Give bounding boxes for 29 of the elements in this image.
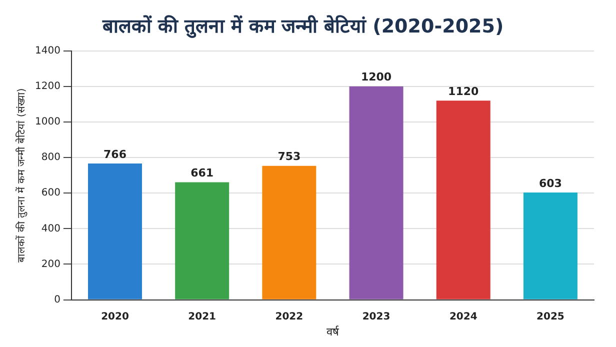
y-tick-label: 600 xyxy=(41,188,60,199)
x-axis-title: वर्ष xyxy=(326,325,340,338)
y-axis-title: बालकों की तुलना में कम जन्मी बेटियां (संख्या) xyxy=(16,88,28,262)
data-label: 1200 xyxy=(360,70,392,84)
y-tick-label: 800 xyxy=(41,152,60,164)
data-label: 661 xyxy=(190,166,214,180)
x-tick-label: 2025 xyxy=(536,311,564,322)
x-tick-label: 2024 xyxy=(449,311,478,322)
y-tick-label: 1000 xyxy=(34,116,60,128)
data-label: 603 xyxy=(538,176,562,190)
bar xyxy=(88,164,142,300)
bar xyxy=(349,86,404,300)
y-tick-label: 1200 xyxy=(34,80,60,92)
x-tick-label: 2020 xyxy=(101,311,129,322)
data-label: 753 xyxy=(278,150,301,164)
bar xyxy=(436,100,490,300)
x-tick-label: 2022 xyxy=(275,311,304,322)
chart-title: बालकों की तुलना में कम जन्मी बेटियां (2020-2025) xyxy=(101,14,504,38)
y-tick-label: 200 xyxy=(41,258,60,270)
y-tick-label: 1400 xyxy=(34,45,60,56)
x-tick-label: 2021 xyxy=(188,311,216,322)
y-tick-label: 400 xyxy=(41,223,60,234)
bar xyxy=(262,166,316,300)
data-label: 766 xyxy=(104,148,127,161)
data-label: 1120 xyxy=(448,84,480,98)
x-tick-label: 2023 xyxy=(362,311,390,322)
bar xyxy=(175,182,230,300)
bar xyxy=(523,192,578,300)
y-tick-label: 0 xyxy=(54,294,60,306)
